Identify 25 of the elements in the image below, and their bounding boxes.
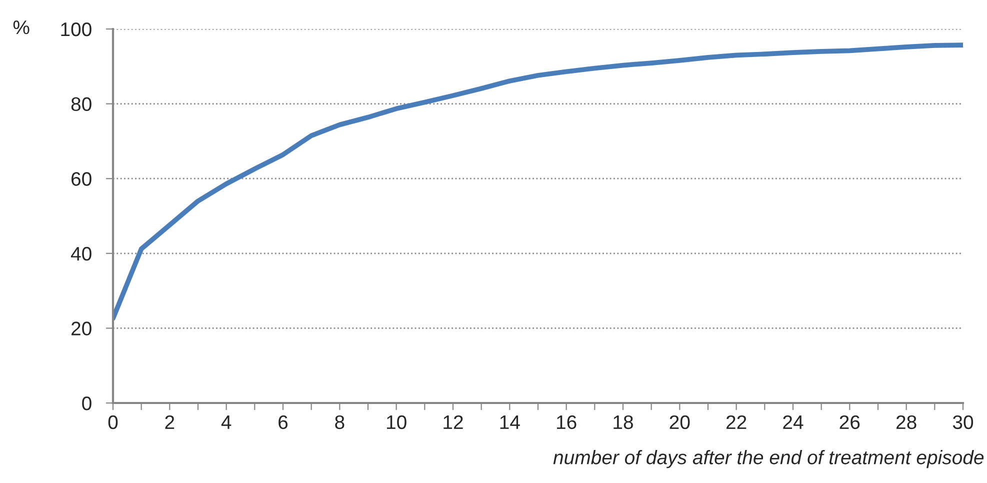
x-tick-label: 0 [108, 415, 118, 430]
x-tick-label: 2 [165, 415, 174, 429]
y-tick-label: 40 [70, 246, 92, 261]
y-tick-label: 80 [71, 97, 92, 112]
x-tick-label: 26 [840, 415, 860, 430]
x-tick-label: 14 [500, 416, 520, 429]
y-tick-label: 20 [72, 322, 92, 336]
x-tick-label: 10 [387, 415, 406, 430]
x-tick-label: 22 [726, 415, 746, 429]
x-tick-label: 20 [670, 415, 690, 430]
x-tick-label: 8 [335, 415, 344, 430]
y-tick-label: 0 [82, 396, 92, 410]
x-tick-label: 24 [783, 415, 804, 429]
line-series [113, 42, 963, 321]
x-tick-label: 28 [896, 415, 916, 430]
x-tick-label: 12 [444, 415, 463, 429]
x-tick-label: 30 [952, 415, 974, 430]
x-tick-label: 16 [557, 415, 576, 430]
y-axis-title: % [13, 20, 30, 34]
y-tick-label: 60 [72, 172, 92, 186]
x-tick-label: 4 [221, 416, 232, 429]
x-tick-label: 6 [278, 415, 288, 430]
y-tick-label: 100 [61, 22, 92, 36]
x-tick-label: 18 [614, 415, 633, 430]
x-axis-title: number of days after the end of treatment episode [553, 450, 984, 468]
